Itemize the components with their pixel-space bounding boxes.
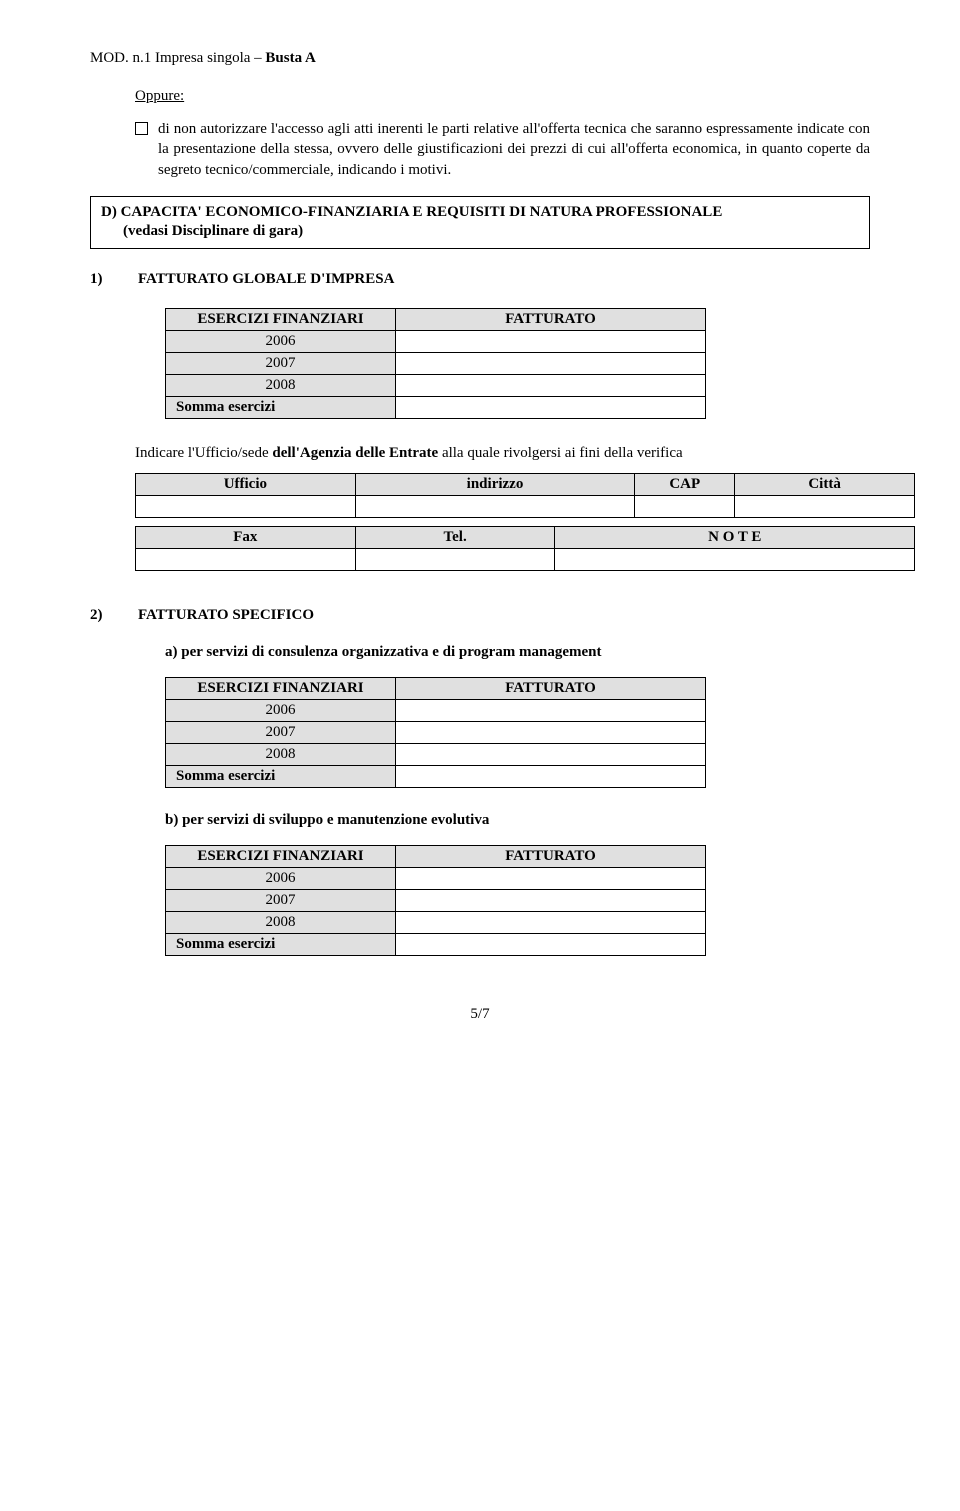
fin1-v3[interactable] [396,374,706,396]
page: MOD. n.1 Impresa singola – Busta A Oppur… [0,0,960,1053]
contact-table-2: Fax Tel. N O T E [135,526,915,571]
sub-a-label: a) [165,644,178,660]
sub-b: b) per servizi di sviluppo e manutenzion… [165,812,870,829]
fin3-col-b-header: FATTURATO [396,846,706,868]
finance-table-2: ESERCIZI FINANZIARI FATTURATO 2006 2007 … [165,677,706,788]
finance-table-1: ESERCIZI FINANZIARI FATTURATO 2006 2007 … [165,308,706,419]
doc-header: MOD. n.1 Impresa singola – Busta A [90,50,870,67]
section-d-box: D) CAPACITA' ECONOMICO-FINANZIARIA E REQ… [90,196,870,249]
item-1-title: FATTURATO GLOBALE D'IMPRESA [138,271,394,288]
sub-a: a) per servizi di consulenza organizzati… [165,644,870,661]
fin3-y1: 2006 [166,868,396,890]
c1-citta-val[interactable] [735,496,915,518]
c1-cap: CAP [635,474,735,496]
fin2-v2[interactable] [396,722,706,744]
fin1-y3: 2008 [166,374,396,396]
item-2-row: 2) FATTURATO SPECIFICO [90,607,870,624]
finance-table-3: ESERCIZI FINANZIARI FATTURATO 2006 2007 … [165,845,706,956]
c1-indirizzo-val[interactable] [355,496,635,518]
fin2-v1[interactable] [396,700,706,722]
fin1-y1: 2006 [166,330,396,352]
c1-cap-val[interactable] [635,496,735,518]
contact-wrap: Ufficio indirizzo CAP Città Fax Tel. N O… [135,473,870,571]
item-1-row: 1) FATTURATO GLOBALE D'IMPRESA [90,271,870,288]
fin3-v1[interactable] [396,868,706,890]
c1-citta: Città [735,474,915,496]
header-mod: MOD. n.1 Impresa singola – [90,50,265,66]
fin1-sum-label: Somma esercizi [166,396,396,418]
sub-a-text: per servizi di consulenza organizzativa … [178,644,602,660]
fin3-v3[interactable] [396,912,706,934]
fin3-y2: 2007 [166,890,396,912]
authorize-checkbox-row: di non autorizzare l'accesso agli atti i… [135,119,870,180]
c1-ufficio: Ufficio [136,474,356,496]
fin1-v2[interactable] [396,352,706,374]
fin2-sum-val[interactable] [396,766,706,788]
contact-table-1: Ufficio indirizzo CAP Città [135,473,915,518]
fin1-col-a-header: ESERCIZI FINANZIARI [166,308,396,330]
item-2-num: 2) [90,607,138,624]
fin1-col-b-header: FATTURATO [396,308,706,330]
checkbox-non-autorizzare[interactable] [135,122,148,135]
page-footer: 5/7 [90,1006,870,1023]
indicare-text: Indicare l'Ufficio/sede dell'Agenzia del… [135,443,870,463]
c2-note-val[interactable] [555,549,915,571]
fin2-y3: 2008 [166,744,396,766]
fin2-y2: 2007 [166,722,396,744]
fin2-y1: 2006 [166,700,396,722]
fin3-v2[interactable] [396,890,706,912]
fin1-v1[interactable] [396,330,706,352]
sub-b-label: b) [165,812,178,828]
fin3-col-a-header: ESERCIZI FINANZIARI [166,846,396,868]
section-d-line2: (vedasi Disciplinare di gara) [123,223,303,239]
fin2-col-a-header: ESERCIZI FINANZIARI [166,678,396,700]
fin3-sum-label: Somma esercizi [166,934,396,956]
section-d-line1: D) CAPACITA' ECONOMICO-FINANZIARIA E REQ… [101,204,722,220]
c1-ufficio-val[interactable] [136,496,356,518]
checkbox-text: di non autorizzare l'accesso agli atti i… [158,119,870,180]
header-busta: Busta A [265,50,315,66]
fin2-col-b-header: FATTURATO [396,678,706,700]
fin3-y3: 2008 [166,912,396,934]
fin2-sum-label: Somma esercizi [166,766,396,788]
fin3-sum-val[interactable] [396,934,706,956]
c2-tel: Tel. [355,527,555,549]
c2-fax-val[interactable] [136,549,356,571]
fin1-sum-val[interactable] [396,396,706,418]
c1-indirizzo: indirizzo [355,474,635,496]
oppure-label: Oppure: [135,87,870,105]
fin1-y2: 2007 [166,352,396,374]
sub-b-text: per servizi di sviluppo e manutenzione e… [178,812,489,828]
item-2-title: FATTURATO SPECIFICO [138,607,314,624]
c2-fax: Fax [136,527,356,549]
c2-note: N O T E [555,527,915,549]
c2-tel-val[interactable] [355,549,555,571]
fin2-v3[interactable] [396,744,706,766]
item-1-num: 1) [90,271,138,288]
